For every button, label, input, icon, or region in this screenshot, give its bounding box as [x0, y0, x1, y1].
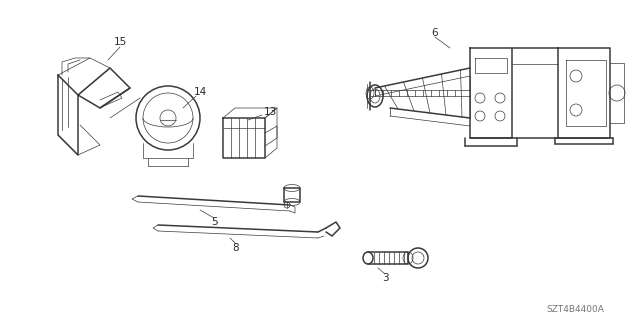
Text: 3: 3 — [381, 273, 388, 283]
Circle shape — [284, 202, 290, 208]
Text: SZT4B4400A: SZT4B4400A — [546, 306, 604, 315]
Text: 8: 8 — [233, 243, 239, 253]
Text: 13: 13 — [264, 107, 276, 117]
Text: 15: 15 — [113, 37, 127, 47]
Text: 6: 6 — [432, 28, 438, 38]
Text: 14: 14 — [193, 87, 207, 97]
Text: 5: 5 — [211, 217, 218, 227]
